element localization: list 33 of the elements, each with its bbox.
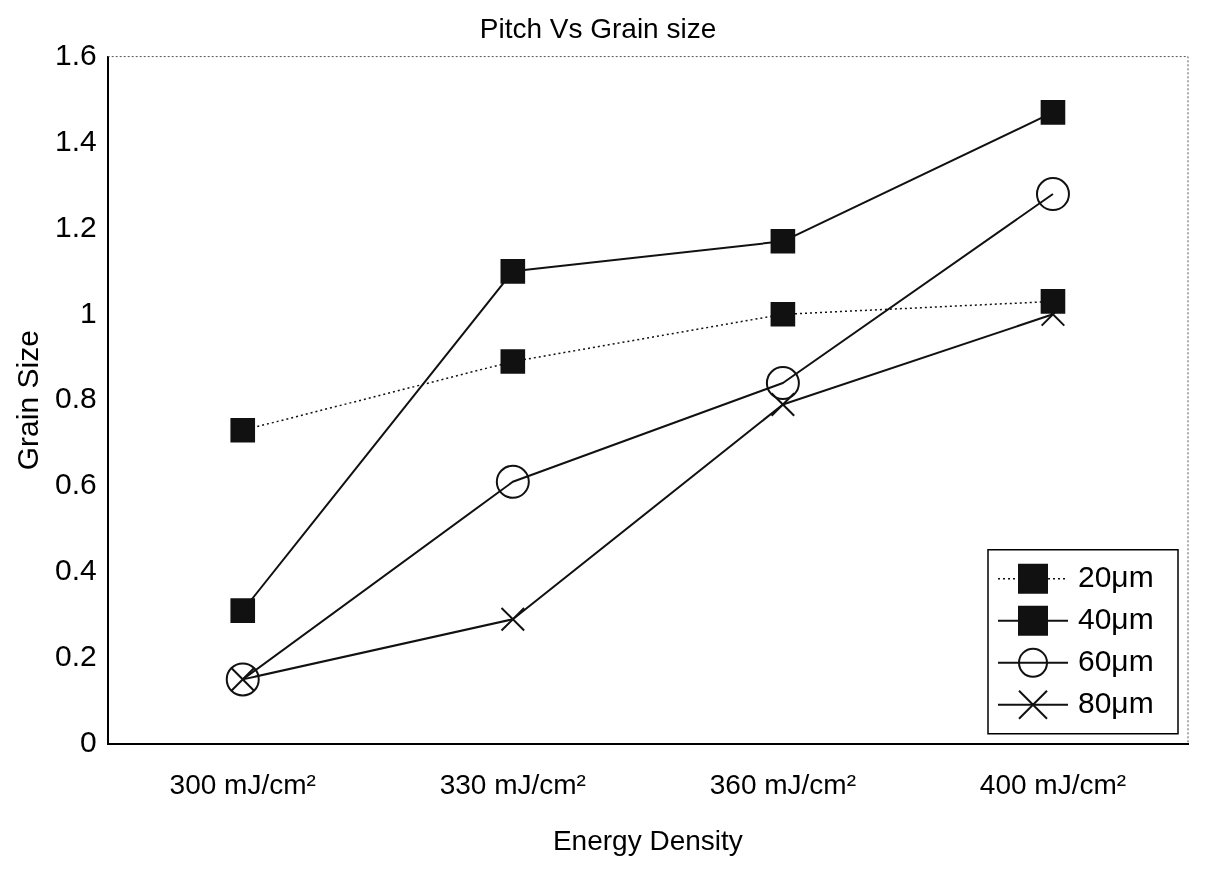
x-tick-label: 400 mJ/cm² [979, 769, 1127, 801]
y-tick-label: 0.2 [54, 639, 97, 673]
legend-label: 40μm [1078, 602, 1154, 636]
point [770, 301, 796, 327]
y-tick-label: 0 [80, 725, 97, 759]
point [500, 259, 526, 284]
point [230, 598, 256, 623]
x-tick-label: 330 mJ/cm² [439, 769, 586, 801]
point [500, 349, 526, 374]
point [765, 366, 800, 401]
chart-title: Pitch Vs Grain size [479, 12, 717, 44]
x-axis-title: Energy Density [552, 824, 743, 856]
point [500, 606, 526, 632]
legend-label: 60μm [1078, 644, 1154, 678]
y-tick-label: 0.4 [54, 553, 97, 587]
y-tick-label: 1 [80, 295, 97, 329]
point [1035, 177, 1070, 212]
point [230, 417, 256, 443]
x-tick-label: 360 mJ/cm² [709, 769, 857, 801]
y-tick-label: 1.4 [54, 123, 97, 157]
point [770, 228, 796, 254]
y-axis-title: Grain Size [11, 330, 45, 471]
y-tick-label: 0.6 [54, 467, 97, 501]
y-tick-label: 1.2 [54, 209, 97, 243]
point [770, 392, 796, 417]
x-tick-label: 300 mJ/cm² [169, 769, 316, 801]
point [1040, 100, 1066, 125]
y-tick-label: 0.8 [54, 381, 97, 415]
point [1040, 289, 1066, 314]
y-tick-label: 1.6 [54, 37, 97, 71]
point [495, 464, 530, 499]
legend-label: 20μm [1078, 560, 1154, 594]
legend-label: 80μm [1078, 686, 1154, 720]
